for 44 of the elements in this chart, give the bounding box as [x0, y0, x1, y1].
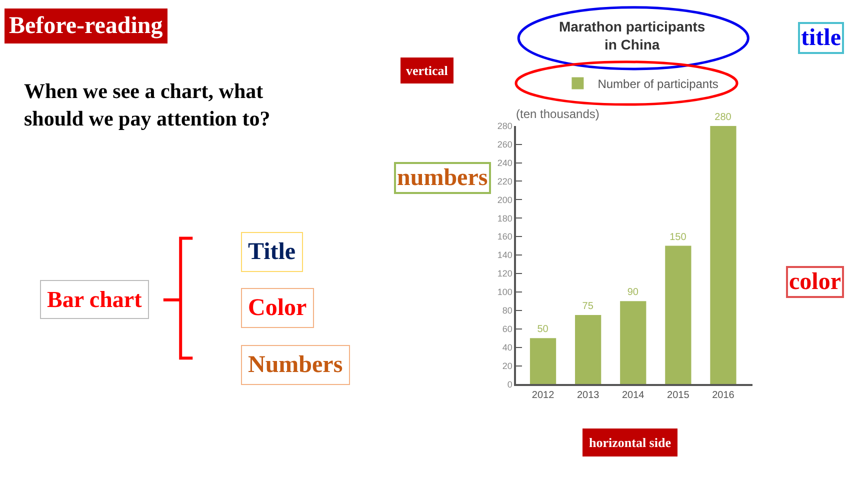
data-label: 50: [537, 324, 549, 336]
data-label: 75: [582, 301, 594, 312]
x-tick-label: 2016: [712, 390, 735, 401]
text: Numbers: [248, 352, 343, 378]
text: When we see a chart, what should we pay attention to?: [24, 79, 270, 130]
data-label: 90: [627, 287, 639, 298]
legend-label: Number of participants: [598, 76, 718, 91]
text: color: [789, 269, 842, 295]
y-tick-label: 80: [502, 306, 512, 316]
x-tick-label: 2014: [622, 390, 645, 401]
y-tick-label: 140: [497, 250, 512, 260]
text: horizontal side: [589, 435, 672, 450]
y-tick-label: 260: [497, 139, 512, 150]
y-tick-label: 200: [497, 194, 512, 205]
y-axis-title: (ten thousands): [516, 107, 600, 121]
text: Color: [248, 295, 307, 321]
y-tick-label: 100: [497, 287, 512, 298]
bar: [665, 246, 692, 384]
bar: [710, 126, 736, 384]
y-tick-label: 280: [497, 121, 512, 132]
y-tick-label: 180: [497, 213, 512, 224]
y-tick-label: 160: [497, 232, 512, 242]
x-tick-label: 2012: [532, 390, 555, 401]
data-label: 150: [670, 232, 687, 243]
text: Before-reading: [9, 13, 163, 39]
bar: [575, 315, 602, 384]
text: numbers: [397, 165, 488, 191]
bar: [530, 338, 556, 384]
y-tick-label: 120: [497, 268, 512, 279]
y-tick-label: 60: [502, 324, 512, 334]
y-tick-label: 220: [497, 176, 512, 186]
x-tick-label: 2015: [667, 390, 690, 401]
text: title: [801, 25, 842, 51]
chart-title: Marathon participants in China: [558, 18, 706, 53]
text: Title: [248, 239, 296, 265]
y-tick-label: 240: [497, 158, 512, 168]
y-tick-label: 20: [502, 360, 512, 371]
x-tick-label: 2013: [576, 390, 600, 401]
text: vertical: [406, 63, 448, 78]
y-tick-label: 40: [502, 342, 512, 352]
y-tick-label: 0: [507, 379, 512, 390]
data-label: 280: [714, 112, 732, 123]
text: Bar chart: [47, 287, 142, 312]
bar: [620, 301, 646, 384]
